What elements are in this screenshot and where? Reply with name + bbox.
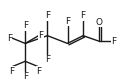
Text: F: F bbox=[23, 72, 28, 81]
Text: F: F bbox=[23, 21, 28, 30]
Text: F: F bbox=[45, 55, 50, 64]
Text: F: F bbox=[45, 11, 50, 20]
Text: F: F bbox=[39, 31, 44, 40]
Text: F: F bbox=[9, 67, 14, 76]
Text: F: F bbox=[65, 17, 70, 26]
Text: F: F bbox=[111, 37, 116, 46]
Text: F: F bbox=[7, 34, 12, 42]
Text: O: O bbox=[95, 18, 102, 27]
Text: F: F bbox=[81, 11, 86, 20]
Text: F: F bbox=[36, 67, 41, 76]
